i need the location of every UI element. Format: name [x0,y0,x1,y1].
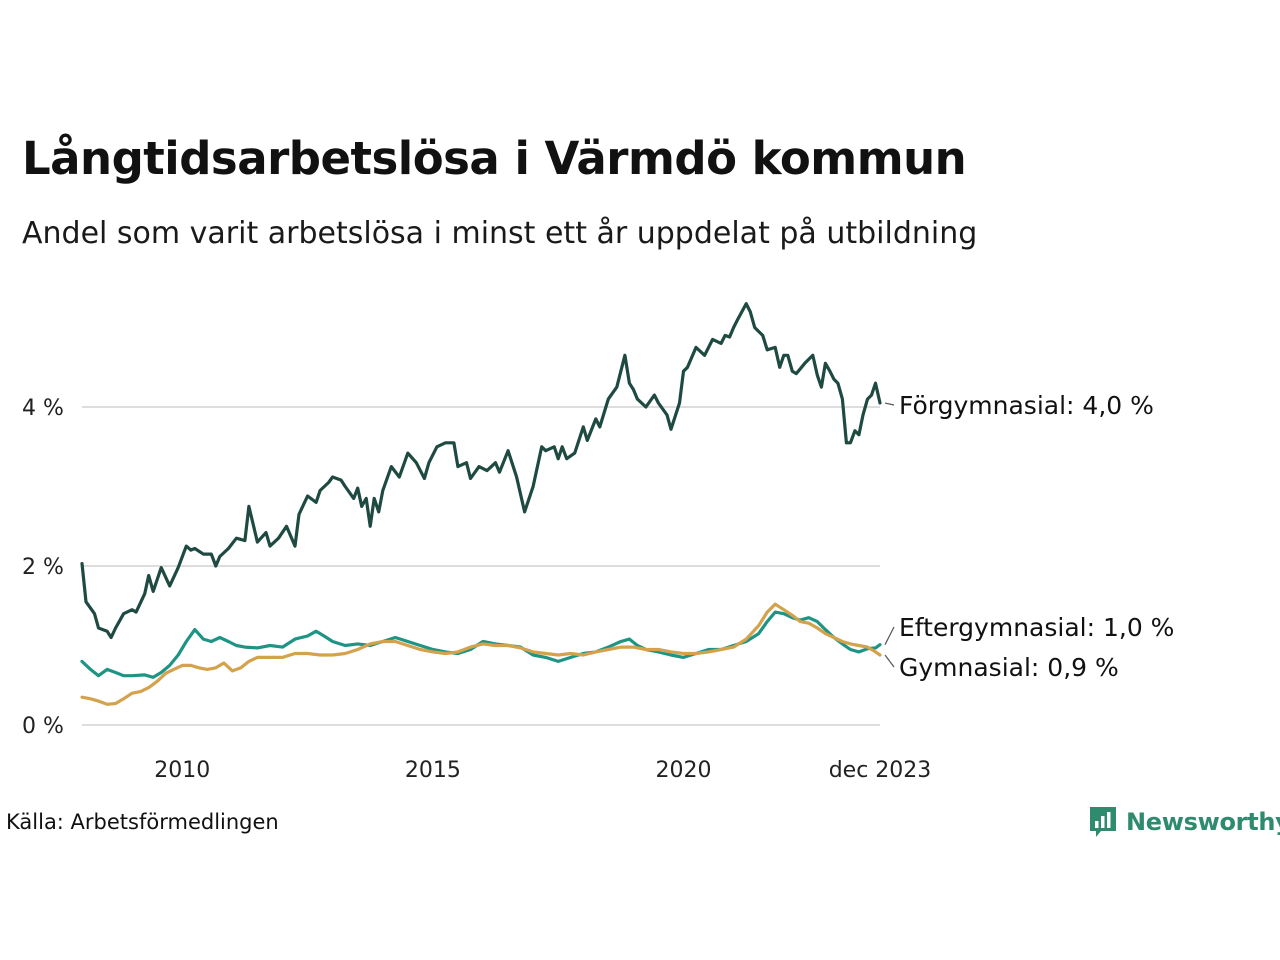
chart-subtitle: Andel som varit arbetslösa i minst ett å… [22,216,978,251]
x-tick-label: 2010 [154,758,210,783]
y-tick-label: 2 % [22,555,64,580]
y-tick-label: 0 % [22,714,64,739]
source-note: Källa: Arbetsförmedlingen [6,810,279,834]
x-axis-ticks: 2010 2015 2020 dec 2023 [154,758,931,783]
x-tick-label: 2020 [656,758,712,783]
end-labels: Förgymnasial: 4,0 % Eftergymnasial: 1,0 %… [884,391,1174,682]
series-line-gymnasial [80,602,882,706]
x-tick-label: 2015 [405,758,461,783]
leader-line [884,626,895,645]
end-label-förgymnasial: Förgymnasial: 4,0 % [899,391,1154,420]
y-axis-ticks: 0 % 2 % 4 % [22,396,64,739]
series-lines [80,302,882,706]
series-line-förgymnasial [80,302,882,640]
leader-line [884,654,895,668]
chart-title: Långtidsarbetslösa i Värmdö kommun [22,132,967,185]
gridlines [82,406,880,726]
x-tick-label: dec 2023 [829,758,932,783]
y-tick-label: 4 % [22,396,64,421]
newsworthy-logo-icon [1090,807,1116,837]
end-label-eftergymnasial: Eftergymnasial: 1,0 % [899,613,1174,642]
brand-name: Newsworthy [1126,808,1280,836]
leader-line [884,402,895,406]
end-label-gymnasial: Gymnasial: 0,9 % [899,653,1119,682]
brand-logo: Newsworthy [1088,804,1280,840]
